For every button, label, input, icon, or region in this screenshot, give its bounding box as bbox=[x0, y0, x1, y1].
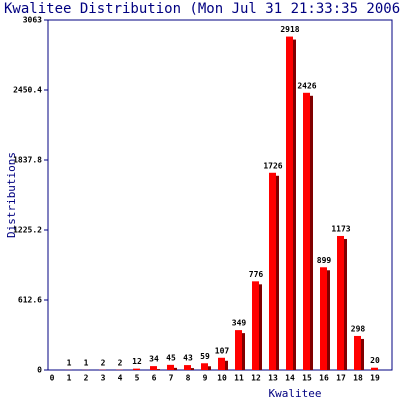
x-axis-label: Kwalitee bbox=[269, 387, 322, 400]
y-tick-label: 0 bbox=[37, 366, 42, 375]
bar bbox=[320, 267, 327, 370]
x-tick-label: 1 bbox=[67, 374, 72, 383]
bar bbox=[184, 365, 191, 370]
value-label: 298 bbox=[351, 324, 366, 333]
y-tick-label: 2450.4 bbox=[13, 86, 42, 95]
x-tick-label: 5 bbox=[135, 374, 140, 383]
bar bbox=[218, 357, 225, 370]
bar bbox=[235, 330, 242, 370]
value-label: 1 bbox=[84, 358, 89, 367]
x-tick-label: 0 bbox=[50, 374, 55, 383]
value-label: 349 bbox=[232, 319, 247, 328]
x-tick-label: 14 bbox=[285, 374, 295, 383]
value-label: 1173 bbox=[331, 224, 350, 233]
y-tick-label: 3063 bbox=[23, 16, 42, 25]
x-tick-label: 6 bbox=[152, 374, 157, 383]
x-tick-label: 16 bbox=[319, 374, 329, 383]
value-label: 107 bbox=[215, 346, 230, 355]
x-tick-label: 12 bbox=[251, 374, 261, 383]
x-tick-label: 13 bbox=[268, 374, 278, 383]
bar bbox=[167, 364, 174, 370]
x-tick-label: 18 bbox=[353, 374, 363, 383]
bar bbox=[150, 366, 157, 370]
value-label: 1726 bbox=[263, 161, 282, 170]
x-tick-label: 8 bbox=[186, 374, 191, 383]
value-label: 43 bbox=[183, 354, 193, 363]
y-tick-label: 1225.2 bbox=[13, 226, 42, 235]
value-label: 34 bbox=[149, 355, 159, 364]
x-tick-label: 11 bbox=[234, 374, 244, 383]
bar bbox=[286, 36, 293, 370]
bar bbox=[371, 367, 378, 370]
bar bbox=[252, 281, 259, 370]
value-label: 2426 bbox=[297, 81, 316, 90]
y-tick-label: 1837.8 bbox=[13, 156, 42, 165]
y-tick-label: 612.6 bbox=[18, 296, 42, 305]
value-label: 776 bbox=[249, 270, 264, 279]
value-label: 1 bbox=[67, 358, 72, 367]
value-label: 12 bbox=[132, 357, 142, 366]
bar bbox=[201, 363, 208, 370]
value-label: 20 bbox=[370, 356, 380, 365]
value-label: 899 bbox=[317, 256, 332, 265]
value-label: 2 bbox=[118, 358, 123, 367]
value-label: 2 bbox=[101, 358, 106, 367]
x-tick-label: 10 bbox=[217, 374, 227, 383]
value-label: 2918 bbox=[280, 25, 299, 34]
chart-title: Kwalitee Distribution (Mon Jul 31 21:33:… bbox=[4, 1, 400, 17]
y-axis-label: Distributions bbox=[5, 152, 18, 238]
bar bbox=[337, 235, 344, 370]
value-label: 45 bbox=[166, 353, 176, 362]
bar bbox=[303, 92, 310, 370]
x-tick-label: 19 bbox=[370, 374, 380, 383]
x-tick-label: 4 bbox=[118, 374, 123, 383]
x-tick-label: 15 bbox=[302, 374, 312, 383]
x-tick-label: 2 bbox=[84, 374, 89, 383]
x-tick-label: 3 bbox=[101, 374, 106, 383]
bar bbox=[133, 368, 140, 370]
x-tick-label: 9 bbox=[203, 374, 208, 383]
x-tick-label: 17 bbox=[336, 374, 346, 383]
value-label: 59 bbox=[200, 352, 210, 361]
bar bbox=[269, 172, 276, 370]
x-tick-label: 7 bbox=[169, 374, 174, 383]
bar bbox=[354, 335, 361, 370]
